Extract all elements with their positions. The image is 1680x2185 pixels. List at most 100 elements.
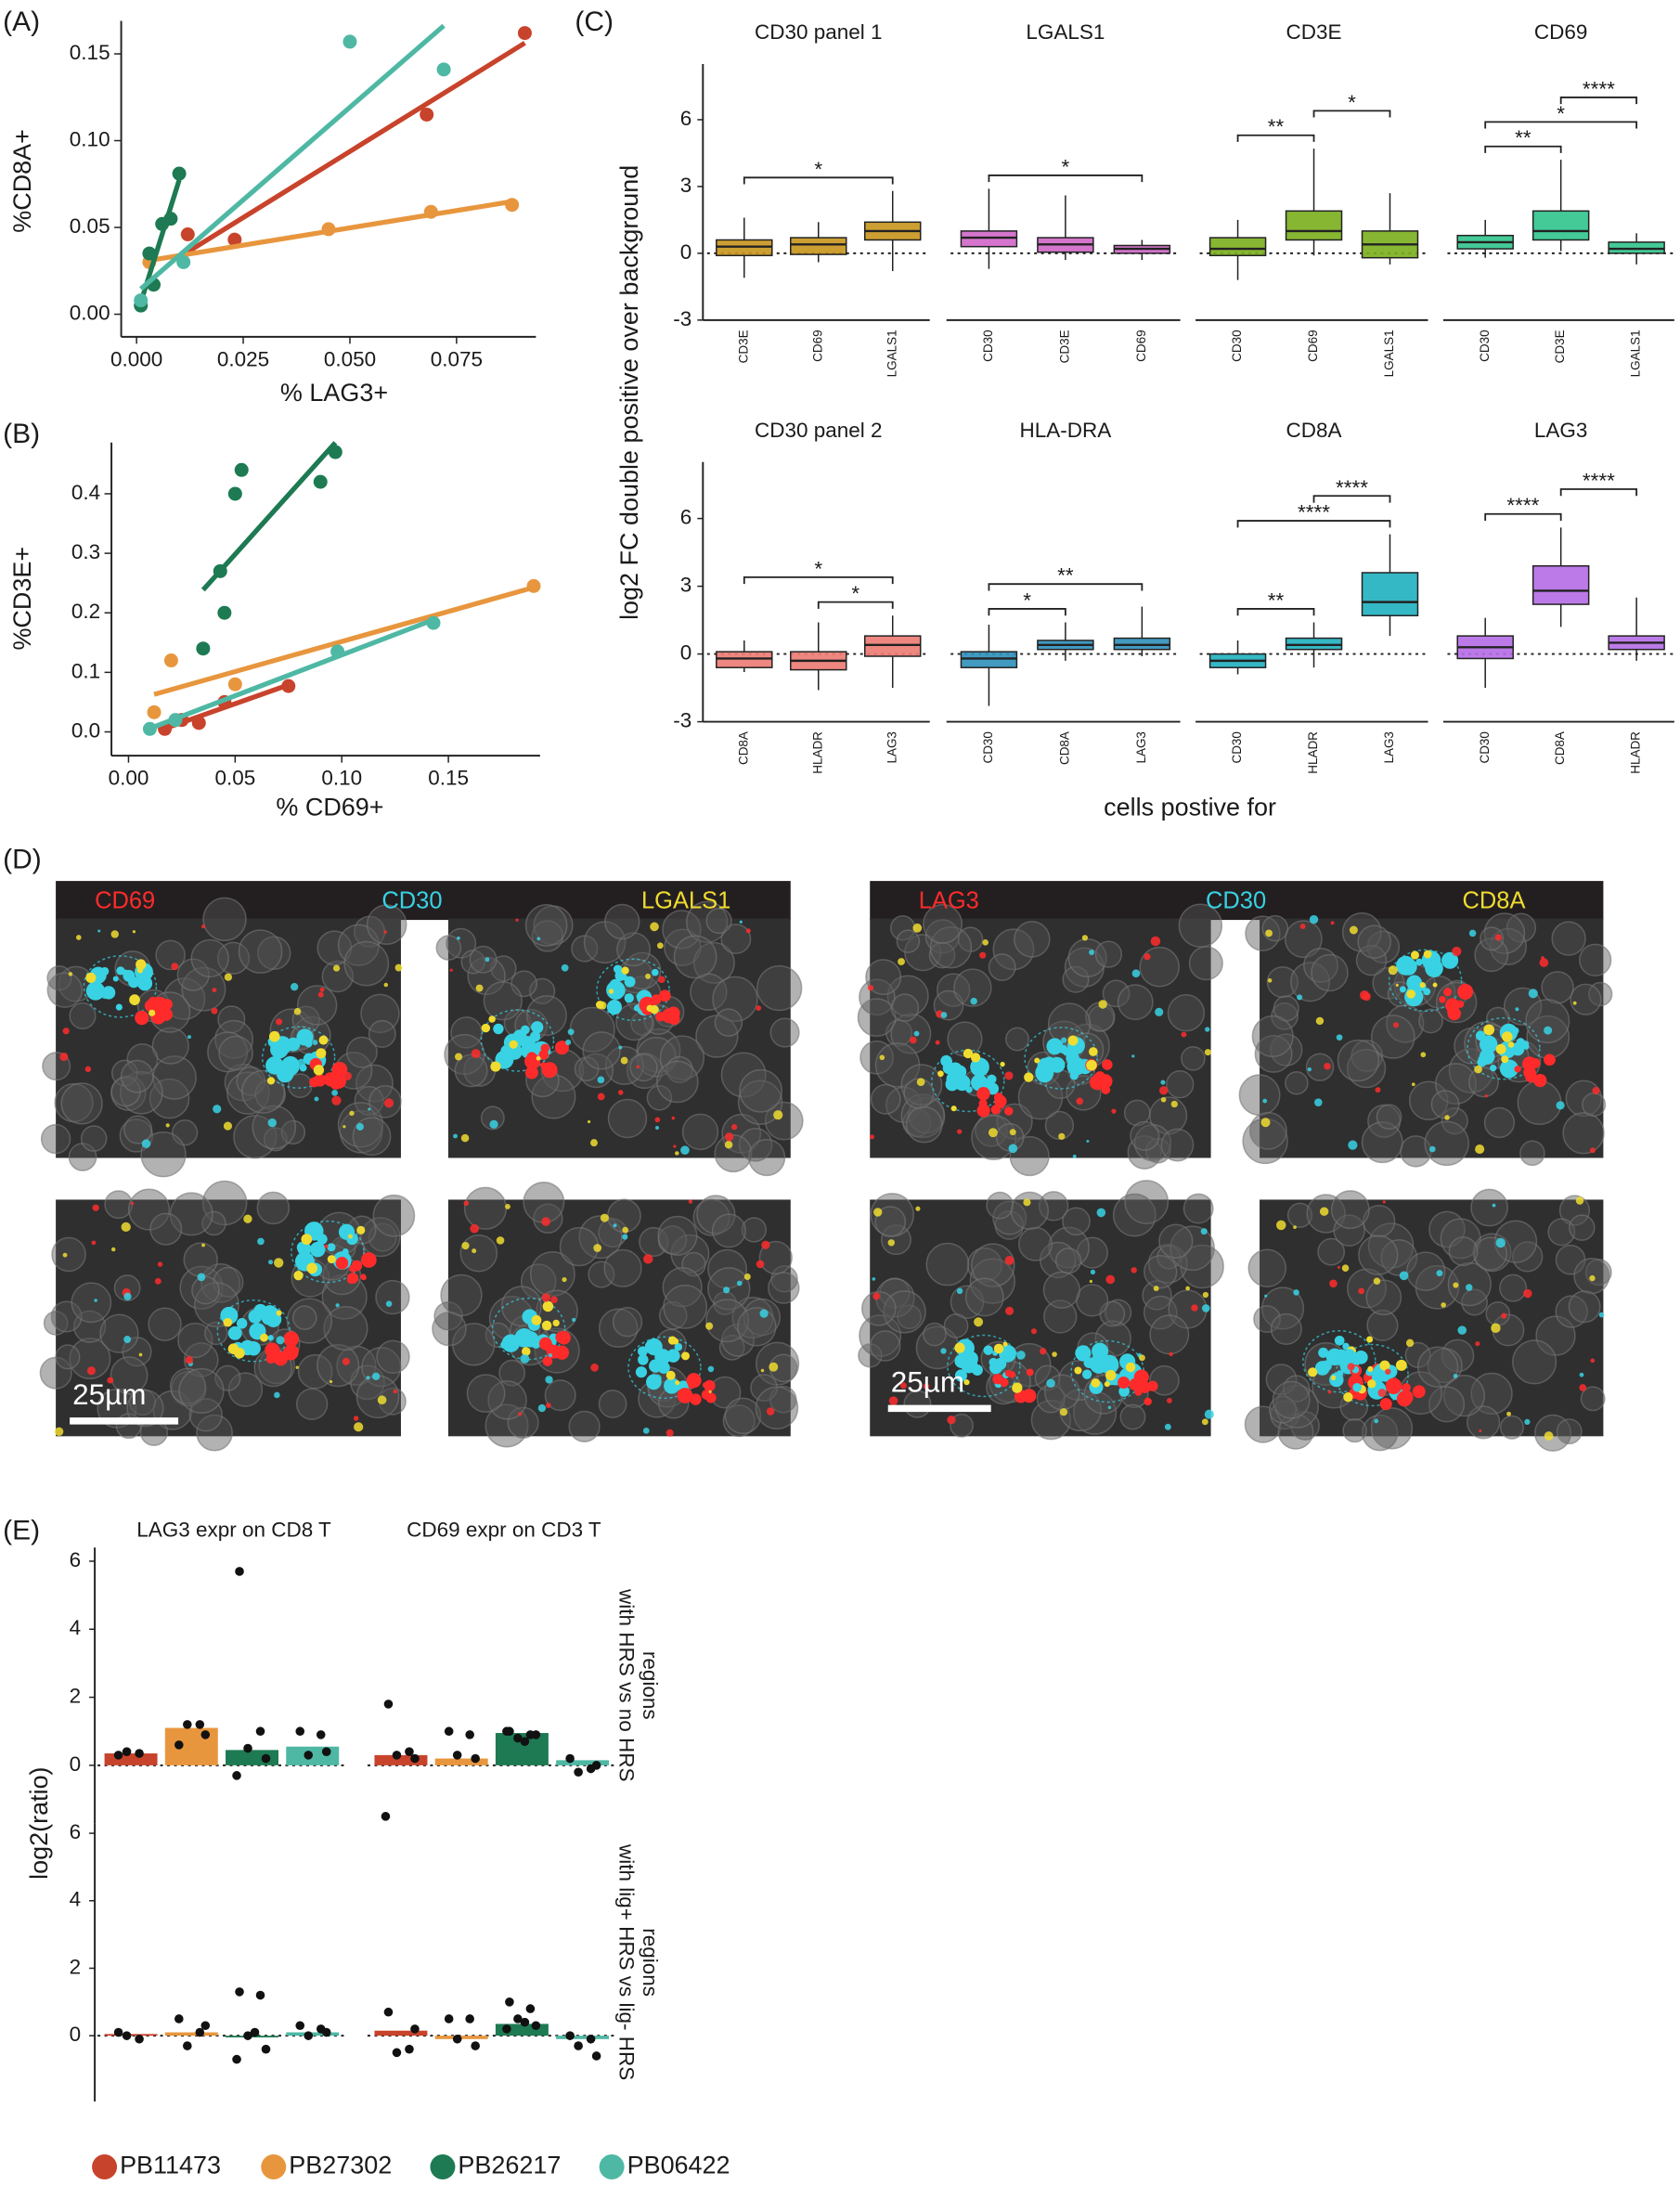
signal xyxy=(638,1354,649,1365)
signal xyxy=(1396,955,1415,976)
cell xyxy=(1247,1248,1287,1288)
cell xyxy=(1160,1128,1195,1162)
cell xyxy=(747,1138,786,1177)
signal xyxy=(1572,1001,1577,1005)
cell xyxy=(604,1045,644,1086)
signal xyxy=(541,1320,552,1331)
signal xyxy=(129,994,140,1005)
cell xyxy=(657,1215,698,1256)
significance-label: **** xyxy=(1506,494,1539,517)
x-tick-label: LGALS1 xyxy=(1629,330,1643,377)
signal xyxy=(867,985,874,991)
cell xyxy=(1167,994,1206,1032)
signal xyxy=(1131,1054,1135,1058)
cell xyxy=(1541,971,1574,1004)
bar xyxy=(104,1753,158,1765)
significance-bracket xyxy=(743,575,894,585)
cell xyxy=(737,1080,783,1125)
signal xyxy=(1329,1372,1344,1388)
cell xyxy=(450,1016,483,1049)
signal xyxy=(1483,1024,1495,1036)
signal xyxy=(1348,1140,1358,1150)
signal xyxy=(306,1262,317,1274)
signal xyxy=(739,920,743,924)
signal xyxy=(1293,1289,1299,1296)
cell xyxy=(1248,1111,1287,1150)
cell xyxy=(1442,1375,1486,1417)
cell xyxy=(874,1206,907,1237)
signal xyxy=(261,1306,281,1325)
cell xyxy=(1506,912,1537,943)
signal xyxy=(489,1119,498,1129)
signal xyxy=(970,1053,981,1063)
signal xyxy=(653,1374,662,1383)
cell xyxy=(603,1248,642,1287)
signal xyxy=(1399,1271,1409,1281)
cell xyxy=(50,1300,83,1333)
y-tick-label: 0 xyxy=(70,1752,82,1776)
signal xyxy=(531,1021,544,1034)
cell xyxy=(1366,930,1401,964)
bar xyxy=(226,1750,279,1765)
signal xyxy=(136,959,147,970)
signal xyxy=(1495,1237,1506,1248)
signal xyxy=(68,972,73,976)
channel-header xyxy=(870,881,1604,921)
signal xyxy=(756,1260,765,1269)
point xyxy=(183,2041,192,2050)
cell xyxy=(60,1082,103,1125)
signal xyxy=(227,1325,242,1340)
point xyxy=(465,2014,474,2023)
signal xyxy=(1598,1312,1605,1318)
point xyxy=(444,1726,454,1737)
signal xyxy=(236,1318,248,1329)
signal xyxy=(472,1248,477,1254)
signal xyxy=(541,1339,549,1348)
signal xyxy=(1362,992,1371,1002)
significance-label: ** xyxy=(1515,126,1531,149)
significance-bracket xyxy=(1312,495,1391,503)
signal xyxy=(1094,1071,1105,1082)
cell xyxy=(1342,1417,1367,1443)
significance-bracket xyxy=(988,608,1066,616)
signal xyxy=(1111,1108,1117,1114)
cell xyxy=(1493,1220,1538,1263)
cell xyxy=(741,1217,768,1243)
cell xyxy=(1251,1015,1294,1057)
signal xyxy=(115,1003,123,1011)
point xyxy=(195,2027,205,2037)
signal xyxy=(1202,1291,1209,1299)
signal xyxy=(923,1383,930,1390)
point xyxy=(525,2004,536,2013)
legend-label: PB27302 xyxy=(289,2152,392,2179)
cell xyxy=(857,998,897,1038)
signal xyxy=(954,1369,967,1382)
cell xyxy=(1048,1226,1090,1269)
signal xyxy=(979,951,987,959)
cell xyxy=(148,1307,182,1341)
point xyxy=(243,2031,252,2040)
signal xyxy=(1000,1061,1005,1067)
signal xyxy=(1544,1054,1556,1067)
signal xyxy=(565,1039,572,1045)
signal xyxy=(658,976,666,984)
signal xyxy=(1260,1118,1271,1128)
signal xyxy=(110,1247,116,1252)
signal xyxy=(316,1048,327,1059)
signal xyxy=(940,1012,948,1018)
cell xyxy=(1139,946,1181,988)
cell xyxy=(714,1134,753,1173)
cell xyxy=(524,904,568,947)
signal xyxy=(1155,1007,1164,1016)
y-axis-label: %CD3E+ xyxy=(8,547,36,651)
cell xyxy=(720,924,752,954)
signal xyxy=(154,1277,162,1285)
cell xyxy=(582,1031,621,1070)
cell xyxy=(860,1290,897,1326)
cell xyxy=(1054,1248,1082,1274)
signal xyxy=(107,1377,114,1384)
cell xyxy=(1014,921,1051,958)
y-tick-label: 0.1 xyxy=(71,659,100,682)
signal xyxy=(1385,1368,1391,1375)
cell xyxy=(1284,920,1323,959)
